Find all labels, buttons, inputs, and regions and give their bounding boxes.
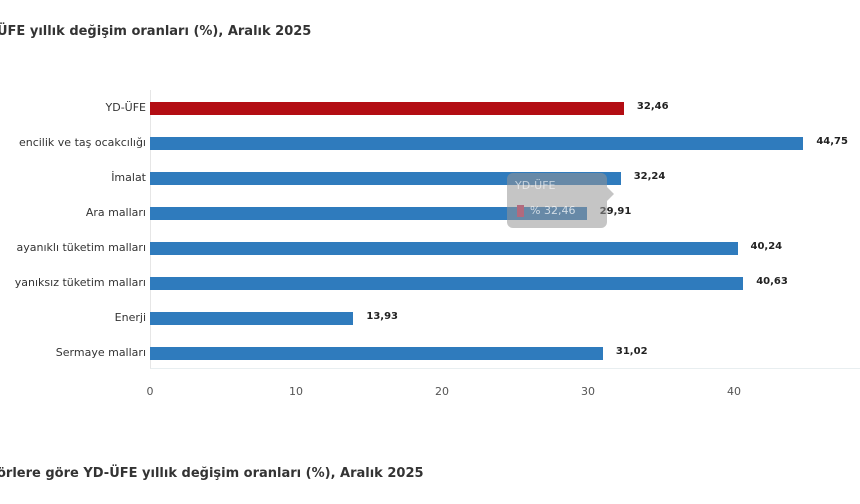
x-tick-label: 40 <box>727 385 741 398</box>
plot-area <box>150 90 860 369</box>
value-label: 29,91 <box>599 206 632 217</box>
tooltip-value: % 32,46 <box>530 204 576 217</box>
bar-row: yanıksız tüketim malları 40,63 <box>0 276 860 291</box>
category-label: yanıksız tüketim malları <box>14 276 146 289</box>
value-label: 13,93 <box>366 311 399 322</box>
category-label: İmalat <box>111 171 146 184</box>
bar[interactable] <box>150 277 744 290</box>
category-label: Ara malları <box>85 206 146 219</box>
tooltip-series-name: YD-ÜFE <box>515 179 556 192</box>
bar[interactable] <box>150 312 354 325</box>
chart-title-second: örlere göre YD-ÜFE yıllık değişim oranla… <box>0 466 424 481</box>
category-label: Sermaye malları <box>55 346 146 359</box>
bar[interactable] <box>150 137 804 150</box>
bar-row: ayanıklı tüketim malları 40,24 <box>0 241 860 256</box>
value-label: 40,24 <box>750 241 783 252</box>
bar-row: encilik ve taş ocakcılığı 44,75 <box>0 136 860 151</box>
chart-tooltip: YD-ÜFE % 32,46 <box>507 173 614 228</box>
bar[interactable] <box>150 172 621 185</box>
bar[interactable] <box>150 347 603 360</box>
x-tick-label: 0 <box>146 385 154 398</box>
bar-row: Ara malları 29,91 <box>0 206 860 221</box>
x-tick-label: 10 <box>289 385 303 398</box>
tooltip-arrow <box>607 187 614 201</box>
bar-chart: YD-ÜFE 32,46 encilik ve taş ocakcılığı 44,7… <box>0 90 860 410</box>
bar-row: İmalat 32,24 <box>0 171 860 186</box>
value-label: 31,02 <box>615 346 648 357</box>
category-label: ayanıklı tüketim malları <box>16 241 147 254</box>
bar-row: YD-ÜFE 32,46 <box>0 101 860 116</box>
value-label: 32,46 <box>636 101 669 112</box>
value-label: 44,75 <box>816 136 848 147</box>
category-label: Enerji <box>114 311 146 324</box>
chart-title: ÜFE yıllık değişim oranları (%), Aralık … <box>0 24 312 39</box>
bar-row: Sermaye malları 31,02 <box>0 346 860 361</box>
bar[interactable] <box>150 102 624 115</box>
value-label: 32,24 <box>633 171 666 182</box>
x-tick-label: 20 <box>435 385 449 398</box>
tooltip-color-swatch <box>517 205 524 217</box>
bar-row: Enerji 13,93 <box>0 311 860 326</box>
x-tick-label: 30 <box>581 385 595 398</box>
category-label: YD-ÜFE <box>105 101 147 114</box>
value-label: 40,63 <box>756 276 788 287</box>
category-label: encilik ve taş ocakcılığı <box>18 136 146 149</box>
bar[interactable] <box>150 242 738 255</box>
bar[interactable] <box>150 207 587 220</box>
